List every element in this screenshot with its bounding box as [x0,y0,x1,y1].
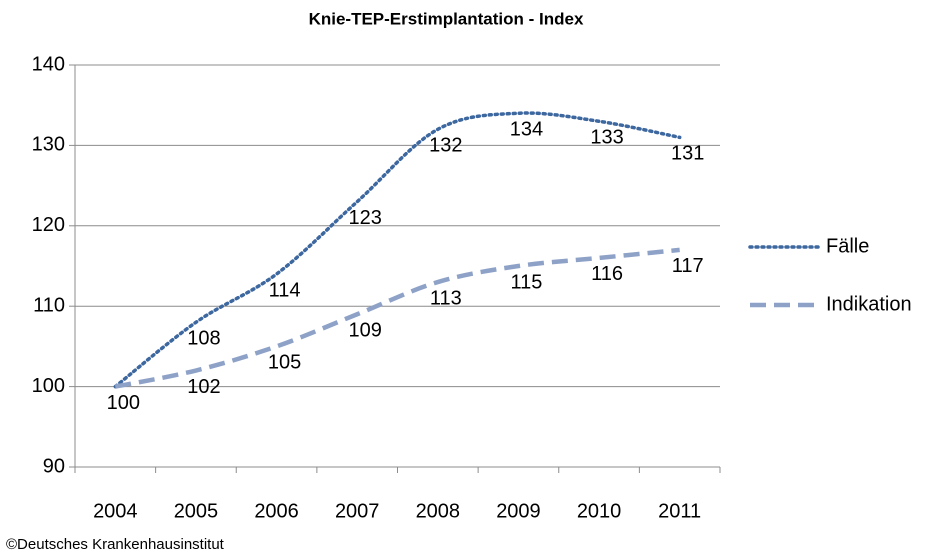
y-tick-label: 100 [32,375,65,397]
legend-label: Indikation [826,293,912,315]
data-label: 100 [107,392,140,414]
data-label: 105 [268,352,301,374]
x-tick-label: 2005 [174,500,219,522]
data-label: 114 [269,279,301,301]
data-label: 132 [429,135,462,157]
x-tick-label: 2009 [496,500,541,522]
source-note: ©Deutsches Krankenhausinstitut [6,536,225,553]
x-tick-label: 2011 [658,500,701,522]
data-label: 109 [349,320,382,342]
series-line [113,111,682,389]
x-tick-label: 2008 [416,500,461,522]
data-label: 133 [590,127,623,149]
data-label: 102 [187,376,220,398]
x-tick-label: 2004 [93,500,138,522]
data-label: 134 [510,119,543,141]
data-label: 108 [187,328,220,350]
y-tick-label: 120 [32,214,65,236]
y-tick-label: 110 [33,294,65,316]
data-label: 116 [591,263,623,285]
data-label: 123 [349,207,382,229]
series-line [114,247,680,389]
y-tick-label: 90 [43,455,65,477]
x-tick-label: 2007 [335,500,380,522]
chart-title: Knie-TEP-Erstimplantation - Index [309,9,584,28]
x-tick-label: 2006 [254,500,299,522]
legend-label: Fälle [826,235,869,257]
x-tick-label: 2010 [577,500,622,522]
data-label: 113 [430,287,462,309]
data-label: 131 [671,143,704,165]
data-label: 117 [672,255,704,277]
y-tick-label: 140 [32,53,65,75]
data-label: 115 [510,271,542,293]
y-tick-label: 130 [32,134,65,156]
